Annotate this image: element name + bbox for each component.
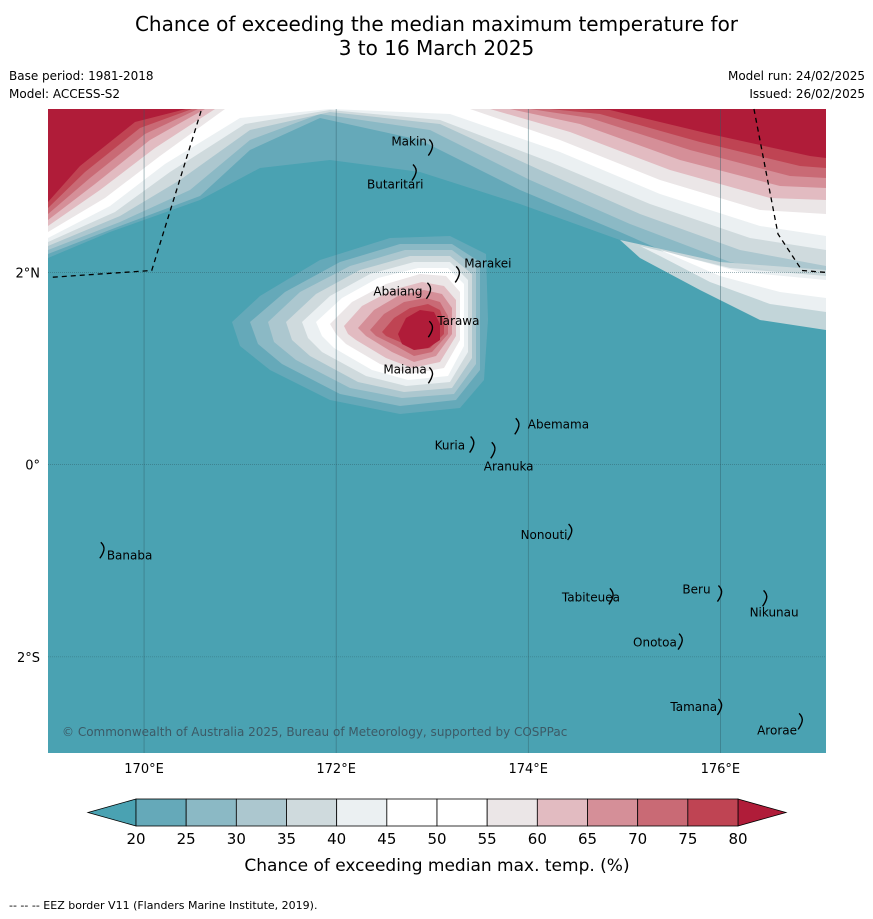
lat-tick-label: 2°N — [16, 266, 41, 281]
place-label: Tamana — [669, 700, 717, 714]
title-line-1: Chance of exceeding the median maximum t… — [134, 12, 739, 36]
eez-border-east — [753, 108, 827, 274]
colorbar-tick-label: 75 — [678, 830, 697, 848]
colorbar-swatch — [687, 798, 739, 827]
probability-field — [48, 109, 826, 753]
lon-tick-label: 174°E — [508, 762, 548, 777]
place-label: Abemama — [528, 417, 589, 431]
island-outline — [469, 436, 475, 453]
island-outline — [411, 164, 417, 181]
place-label: Beru — [682, 583, 710, 597]
island-outline — [427, 366, 434, 384]
issued-label: Issued: 26/02/2025 — [749, 87, 865, 101]
colorbar-swatch — [235, 798, 287, 827]
place-label: Kuria — [435, 439, 466, 453]
island-outline — [567, 523, 573, 541]
lat-tick-label: 2°S — [17, 651, 40, 666]
colorbar-high-extend — [737, 798, 788, 827]
colorbar-swatch — [336, 798, 388, 827]
field-north-80 — [48, 109, 826, 202]
place-label: Abaiang — [373, 285, 422, 299]
colorbar-swatch — [536, 798, 588, 827]
place-label: Aranuka — [484, 459, 534, 473]
place-label: Banaba — [107, 548, 153, 562]
base-period-label: Base period: 1981-2018 — [9, 69, 154, 83]
island-outline — [514, 417, 520, 435]
field-east-50 — [660, 250, 826, 298]
axis-tick-labels: 170°E 172°E 174°E 176°E 2°N 0° 2°S — [16, 266, 741, 777]
colorbar-swatch — [286, 798, 338, 827]
island-outline — [99, 541, 105, 559]
island-outline — [797, 712, 803, 730]
colorbar-swatch — [637, 798, 689, 827]
colorbar-swatch — [486, 798, 538, 827]
colorbar-tick-label: 25 — [177, 830, 196, 848]
colorbar-tick-label: 20 — [126, 830, 145, 848]
colorbar-tick-label: 30 — [227, 830, 246, 848]
chart-title: Chance of exceeding the median maximum t… — [0, 12, 873, 60]
colorbar-swatch — [386, 798, 438, 827]
place-label: Makin — [391, 135, 427, 149]
model-label: Model: ACCESS-S2 — [9, 87, 121, 101]
place-label: Onotoa — [633, 636, 677, 650]
lat-tick-label: 0° — [25, 459, 40, 474]
lon-tick-label: 176°E — [701, 762, 741, 777]
model-run-label: Model run: 24/02/2025 — [727, 69, 865, 83]
colorbar-label: Chance of exceeding median max. temp. (%… — [244, 856, 629, 876]
colorbar-tick-label: 35 — [277, 830, 296, 848]
place-label: Butaritari — [367, 178, 424, 192]
graticule — [48, 109, 826, 753]
eez-footnote: -- -- -- EEZ border V11 (Flanders Marine… — [9, 899, 318, 912]
island-outline — [454, 265, 461, 283]
place-label: Nikunau — [750, 605, 799, 619]
colorbar-tick-label: 50 — [427, 830, 446, 848]
place-label: Arorae — [757, 723, 797, 737]
eez-border-west — [52, 108, 203, 278]
lon-tick-label: 170°E — [124, 762, 164, 777]
colorbar-swatch — [436, 798, 488, 827]
island-outline — [608, 587, 614, 605]
colorbar: 20 25 30 35 40 45 50 55 60 65 70 75 80 — [86, 798, 788, 848]
colorbar-swatch — [135, 798, 187, 827]
info-right: Model run: 24/02/2025 Issued: 26/02/2025 — [728, 67, 865, 103]
colorbar-swatch — [185, 798, 237, 827]
colorbar-tick-label: 40 — [327, 830, 346, 848]
colorbar-tick-label: 70 — [628, 830, 647, 848]
island-outline — [716, 698, 723, 716]
colorbar-tick-label: 80 — [728, 830, 747, 848]
island-outline — [490, 441, 496, 459]
island-outline — [427, 139, 434, 156]
island-outline — [716, 585, 723, 602]
place-label: Maiana — [383, 362, 426, 376]
field-north-65 — [48, 109, 826, 220]
island-outline — [677, 633, 683, 650]
place-label: Tarawa — [436, 314, 479, 328]
place-label: Marakei — [464, 256, 511, 270]
colorbar-swatch — [587, 798, 639, 827]
lon-tick-label: 172°E — [316, 762, 356, 777]
island-outline — [427, 320, 434, 338]
colorbar-low-extend — [86, 798, 137, 827]
place-label: Tabiteuea — [561, 590, 620, 604]
info-left: Base period: 1981-2018 Model: ACCESS-S2 — [9, 67, 154, 103]
colorbar-tick-label: 60 — [528, 830, 547, 848]
title-line-2: 3 to 16 March 2025 — [338, 36, 535, 60]
blob-80 — [398, 310, 440, 350]
colorbar-tick-label: 55 — [478, 830, 497, 848]
copyright-notice: © Commonwealth of Australia 2025, Bureau… — [62, 725, 567, 739]
island-outline — [425, 282, 432, 300]
colorbar-tick-label: 45 — [377, 830, 396, 848]
colorbar-tick-label: 65 — [578, 830, 597, 848]
place-labels: Makin Butaritari Marakei Abaiang Tarawa Maian… — [99, 135, 803, 737]
island-outline — [762, 589, 768, 607]
place-label: Nonouti — [521, 528, 568, 542]
eez-borders — [52, 108, 827, 278]
